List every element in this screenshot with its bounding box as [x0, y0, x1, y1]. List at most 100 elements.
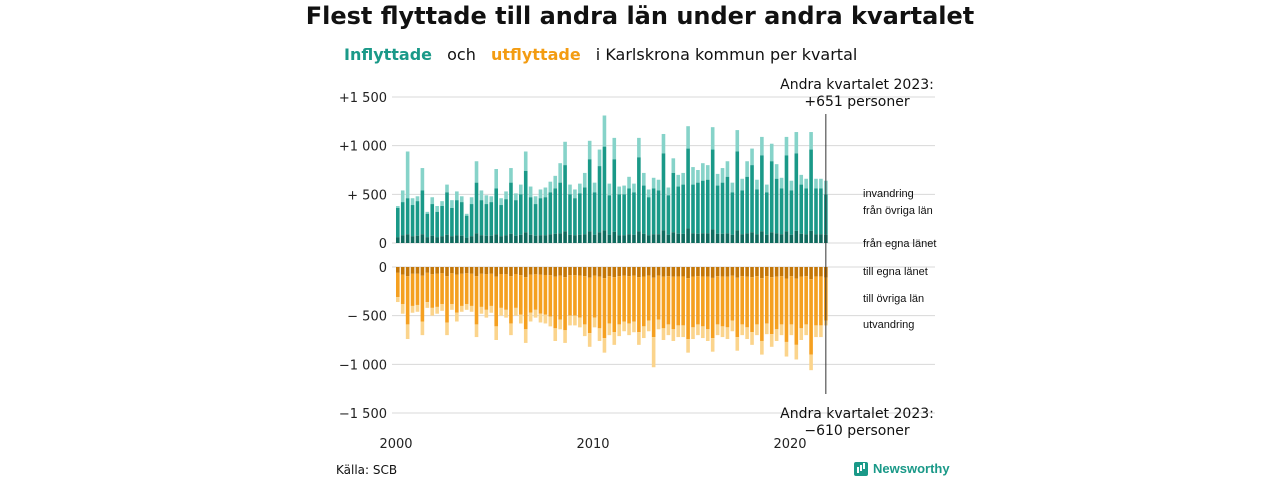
outflow-other-counties-bar [617, 276, 621, 325]
inflow-other-counties-bar [573, 198, 577, 236]
y-tick-label: −1 000 [339, 358, 387, 373]
outflow-other-counties-bar [479, 273, 484, 307]
inflow-other-counties-bar [435, 211, 439, 238]
outflow-emigration-bar [765, 323, 769, 335]
inflow-emigration-bar [587, 140, 592, 160]
outflow-other-counties-bar [410, 273, 415, 306]
inflow-own-county-bar [479, 235, 484, 243]
inflow-own-county-bar [774, 233, 779, 243]
inflow-other-counties-bar [725, 176, 730, 234]
outflow-own-county-bar [415, 267, 420, 274]
outflow-emigration-bar [538, 313, 543, 323]
inflow-emigration-bar [666, 187, 671, 196]
inflow-own-county-bar [494, 234, 498, 243]
outflow-other-counties-bar [519, 275, 523, 315]
inflow-emigration-bar [671, 158, 676, 173]
inflow-own-county-bar [543, 235, 548, 243]
outflow-emigration-bar [405, 324, 410, 340]
outflow-own-county-bar [514, 267, 518, 275]
inflow-emigration-bar [464, 213, 469, 216]
outflow-other-counties-bar [582, 276, 587, 325]
inflow-own-county-bar [755, 234, 759, 243]
inflow-other-counties-bar [656, 190, 661, 235]
inflow-own-county-bar [819, 234, 823, 243]
inflow-emigration-bar [705, 165, 710, 180]
outflow-other-counties-bar [459, 273, 464, 306]
inflow-other-counties-bar [592, 192, 597, 235]
inflow-emigration-bar [755, 179, 759, 190]
inflow-emigration-bar [730, 182, 735, 193]
inflow-other-counties-bar [632, 192, 636, 235]
outflow-own-county-bar [612, 267, 617, 278]
inflow-own-county-bar [548, 234, 553, 243]
inflow-emigration-bar [602, 115, 607, 147]
outflow-other-counties-bar [794, 278, 799, 345]
inflow-other-counties-bar [671, 172, 676, 233]
inflow-emigration-bar [642, 172, 646, 186]
inflow-own-county-bar [656, 234, 661, 243]
outflow-other-counties-bar [632, 275, 636, 322]
inflow-emigration-bar [612, 137, 617, 160]
inflow-own-county-bar [760, 231, 764, 243]
inflow-other-counties-bar [701, 180, 705, 234]
inflow-other-counties-bar [548, 192, 553, 235]
inflow-emigration-bar [474, 161, 479, 183]
outflow-own-county-bar [755, 267, 759, 277]
source-note: Källa: SCB [336, 463, 398, 477]
series-label-fran-egna-lanet: från egna länet [863, 238, 936, 250]
inflow-emigration-bar [784, 136, 789, 156]
inflow-emigration-bar [519, 184, 523, 195]
outflow-emigration-bar [479, 306, 484, 314]
inflow-own-county-bar [651, 234, 656, 243]
inflow-emigration-bar [425, 211, 430, 214]
inflow-own-county-bar [720, 233, 725, 243]
inflow-emigration-bar [450, 200, 454, 208]
outflow-other-counties-bar [765, 276, 769, 324]
outflow-other-counties-bar [509, 276, 513, 324]
outflow-emigration-bar [519, 314, 523, 324]
inflow-emigration-bar [760, 136, 764, 156]
outflow-emigration-bar [651, 337, 656, 368]
outflow-own-county-bar [769, 267, 774, 278]
inflow-other-counties-bar [543, 197, 548, 236]
outflow-emigration-bar [789, 324, 794, 336]
outflow-other-counties-bar [597, 276, 602, 329]
outflow-emigration-bar [592, 317, 597, 328]
outflow-emigration-bar [627, 323, 631, 336]
inflow-other-counties-bar [582, 187, 587, 235]
outflow-emigration-bar [661, 328, 666, 340]
inflow-other-counties-bar [612, 159, 617, 232]
outflow-emigration-bar [755, 324, 759, 336]
inflow-other-counties-bar [730, 192, 735, 235]
inflow-own-county-bar [528, 234, 533, 243]
outflow-own-county-bar [440, 267, 444, 274]
inflow-own-county-bar [538, 235, 543, 243]
y-tick-label: −1 500 [339, 407, 387, 422]
outflow-emigration-bar [715, 324, 720, 336]
inflow-emigration-bar [617, 186, 621, 195]
inflow-other-counties-bar [568, 194, 572, 235]
inflow-other-counties-bar [607, 195, 612, 235]
outflow-other-counties-bar [789, 276, 794, 325]
outflow-own-county-bar [582, 267, 587, 277]
inflow-own-county-bar [455, 235, 459, 243]
inflow-other-counties-bar [528, 197, 533, 235]
outflow-emigration-bar [558, 319, 562, 330]
outflow-other-counties-bar [637, 277, 641, 333]
outflow-other-counties-bar [612, 277, 617, 333]
x-tick-label: 2010 [576, 437, 609, 452]
outflow-other-counties-bar [435, 273, 439, 307]
inflow-emigration-bar [710, 127, 715, 150]
outflow-emigration-bar [681, 325, 685, 338]
outflow-own-county-bar [784, 267, 789, 279]
inflow-own-county-bar [435, 237, 439, 243]
inflow-emigration-bar [691, 167, 695, 185]
inflow-own-county-bar [632, 234, 636, 243]
outflow-emigration-bar [642, 326, 646, 339]
outflow-other-counties-bar [494, 276, 498, 327]
outflow-other-counties-bar [696, 276, 700, 325]
inflow-other-counties-bar [642, 185, 646, 234]
outflow-other-counties-bar [592, 275, 597, 318]
inflow-own-county-bar [420, 234, 425, 243]
